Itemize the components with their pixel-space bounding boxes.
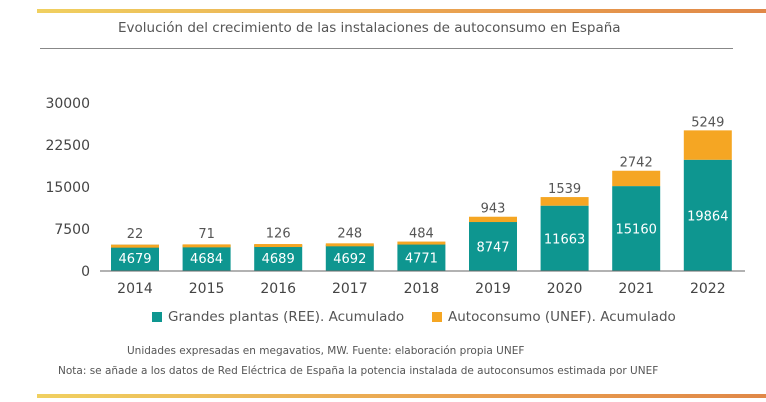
- units-note: Unidades expresadas en megavatios, MW. F…: [127, 345, 525, 357]
- x-tick-label: 2014: [117, 281, 153, 297]
- bar-unef: [254, 244, 303, 248]
- y-tick-label: 0: [81, 264, 90, 280]
- bar-ree: [469, 222, 517, 271]
- x-tick-label: 2015: [189, 281, 225, 297]
- legend-label: Grandes plantas (REE). Acumulado: [168, 309, 405, 325]
- bar-unef: [469, 216, 517, 223]
- bar-ree: [397, 244, 446, 271]
- x-tick-label: 2020: [547, 281, 583, 297]
- data-label-unef: 22: [127, 227, 144, 242]
- bar-ree: [182, 244, 231, 271]
- data-label-ree: 8747: [476, 241, 509, 256]
- legend-item-ree: Grandes plantas (REE). Acumulado: [152, 309, 404, 325]
- legend-swatch-orange: [432, 312, 442, 322]
- bar-chart: 0 7500 15000 22500 30000 4679 22 2014 4684 71 2015…: [45, 96, 745, 297]
- bar-unef: [683, 130, 732, 160]
- y-tick-label: 22500: [45, 138, 90, 154]
- bar-ree: [612, 186, 661, 271]
- data-label-ree: 19864: [687, 209, 728, 224]
- data-label-unef: 126: [266, 227, 291, 242]
- bar-unef: [111, 244, 159, 248]
- data-label-unef: 2742: [620, 156, 653, 171]
- top-accent-bar: [37, 9, 766, 13]
- y-tick-label: 7500: [54, 222, 90, 238]
- legend-item-unef: Autoconsumo (UNEF). Acumulado: [432, 309, 676, 325]
- data-label-ree: 4679: [118, 252, 151, 267]
- bar-ree: [325, 244, 374, 271]
- x-tick-label: 2017: [332, 281, 368, 297]
- bar-unef: [612, 170, 661, 187]
- bar-unef: [397, 241, 446, 245]
- x-tick-label: 2016: [260, 281, 296, 297]
- data-label-ree: 4684: [190, 252, 223, 267]
- legend-swatch-teal: [152, 312, 162, 322]
- x-tick-label: 2019: [475, 281, 511, 297]
- data-label-unef: 5249: [691, 115, 724, 130]
- data-label-unef: 71: [198, 227, 215, 242]
- bottom-accent-bar: [37, 394, 766, 398]
- chart-title: Evolución del crecimiento de las instala…: [118, 20, 621, 36]
- y-tick-label: 30000: [45, 96, 90, 112]
- y-tick-label: 15000: [45, 180, 90, 196]
- bar-ree: [111, 244, 159, 271]
- data-label-unef: 484: [409, 226, 434, 241]
- bar-unef: [325, 243, 374, 247]
- footnote: Nota: se añade a los datos de Red Eléctr…: [58, 365, 659, 377]
- data-label-ree: 11663: [544, 232, 585, 247]
- bar-unef: [182, 244, 231, 248]
- x-tick-label: 2018: [404, 281, 440, 297]
- data-label-unef: 1539: [548, 182, 581, 197]
- data-label-ree: 4692: [333, 252, 366, 267]
- bar-ree: [683, 159, 732, 271]
- data-label-ree: 15160: [616, 223, 657, 238]
- bar-ree: [254, 244, 303, 271]
- bar-unef: [540, 197, 589, 206]
- x-tick-label: 2021: [618, 281, 654, 297]
- data-label-unef: 248: [337, 227, 362, 242]
- title-divider: [40, 48, 733, 49]
- data-label-ree: 4689: [262, 252, 295, 267]
- data-label-unef: 943: [481, 202, 506, 217]
- legend-label: Autoconsumo (UNEF). Acumulado: [448, 309, 676, 325]
- data-label-ree: 4771: [405, 252, 438, 267]
- x-tick-label: 2022: [690, 281, 726, 297]
- bar-ree: [540, 205, 589, 271]
